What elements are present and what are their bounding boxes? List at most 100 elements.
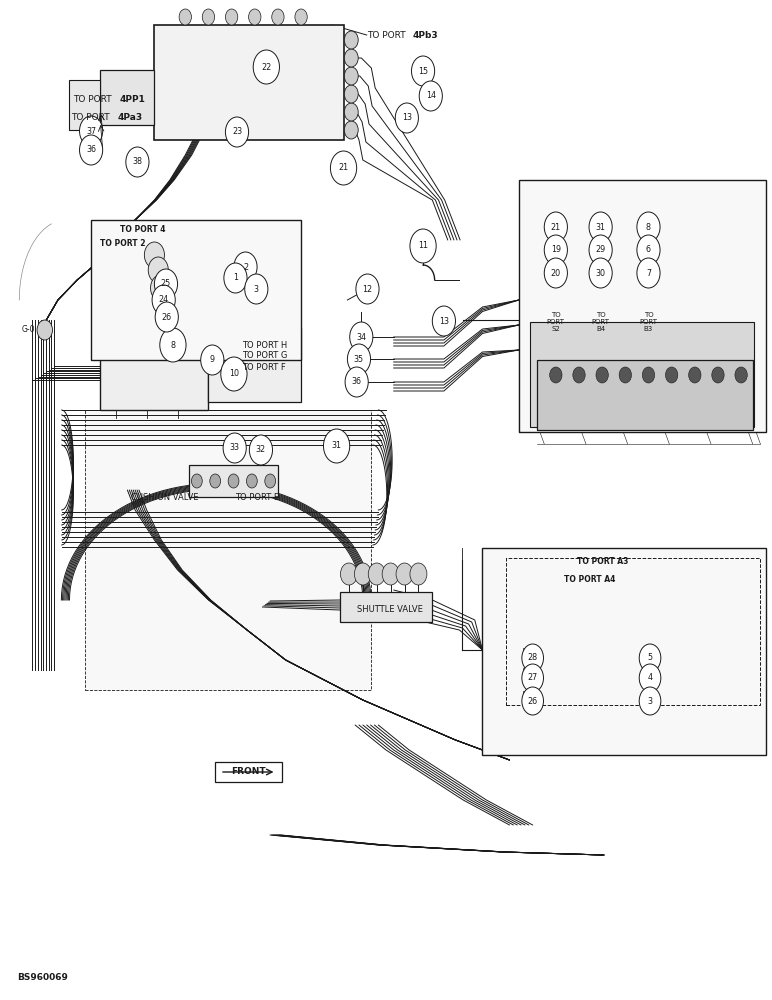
Text: 22: 22 <box>261 62 272 72</box>
Circle shape <box>350 347 369 371</box>
Circle shape <box>295 9 307 25</box>
Circle shape <box>253 50 279 84</box>
Text: TO
PORT
B3: TO PORT B3 <box>639 312 658 332</box>
Circle shape <box>642 367 655 383</box>
Polygon shape <box>594 215 607 233</box>
Circle shape <box>330 151 357 185</box>
Text: 31: 31 <box>332 442 341 450</box>
Polygon shape <box>154 25 344 140</box>
Circle shape <box>637 212 660 242</box>
Circle shape <box>272 9 284 25</box>
Text: TO PORT A4: TO PORT A4 <box>564 576 615 584</box>
Circle shape <box>225 9 238 25</box>
Polygon shape <box>519 180 766 432</box>
Circle shape <box>344 31 358 49</box>
Circle shape <box>352 325 371 349</box>
Polygon shape <box>643 691 654 706</box>
Circle shape <box>411 56 435 86</box>
Text: 36: 36 <box>86 145 96 154</box>
Text: 35: 35 <box>354 355 364 363</box>
Circle shape <box>323 429 350 463</box>
Circle shape <box>225 117 249 147</box>
Circle shape <box>550 367 562 383</box>
Circle shape <box>544 258 567 288</box>
Circle shape <box>368 563 385 585</box>
Circle shape <box>221 357 247 391</box>
Text: 13: 13 <box>402 113 411 122</box>
Polygon shape <box>550 261 562 279</box>
Circle shape <box>522 644 543 672</box>
Polygon shape <box>642 261 655 279</box>
Circle shape <box>126 147 149 177</box>
Circle shape <box>344 85 358 103</box>
Circle shape <box>234 252 257 282</box>
Text: BS960069: BS960069 <box>17 974 68 982</box>
Polygon shape <box>69 80 100 130</box>
Text: 37: 37 <box>86 126 96 135</box>
Circle shape <box>410 563 427 585</box>
Polygon shape <box>100 70 154 125</box>
Text: 26: 26 <box>527 696 538 706</box>
Circle shape <box>596 367 608 383</box>
Text: 15: 15 <box>418 66 428 76</box>
Circle shape <box>665 367 678 383</box>
Circle shape <box>152 285 175 315</box>
Text: 33: 33 <box>230 444 239 452</box>
Text: TO PORT: TO PORT <box>367 30 408 39</box>
Text: TO PORT H: TO PORT H <box>242 340 287 350</box>
Text: 4Pb3: 4Pb3 <box>413 30 438 39</box>
Text: TO PORT: TO PORT <box>71 113 113 122</box>
Polygon shape <box>91 220 301 360</box>
Circle shape <box>344 67 358 85</box>
Text: 21: 21 <box>550 223 561 232</box>
Circle shape <box>246 276 266 302</box>
Polygon shape <box>482 548 766 755</box>
Text: TO PORT 2: TO PORT 2 <box>100 238 146 247</box>
Circle shape <box>151 275 171 301</box>
Circle shape <box>419 81 442 111</box>
Circle shape <box>410 229 436 263</box>
Circle shape <box>589 212 612 242</box>
Circle shape <box>265 474 276 488</box>
Circle shape <box>354 563 371 585</box>
Circle shape <box>345 367 368 397</box>
Circle shape <box>229 474 239 488</box>
Circle shape <box>395 103 418 133</box>
Circle shape <box>225 265 245 291</box>
Circle shape <box>148 257 168 283</box>
Text: 38: 38 <box>133 157 142 166</box>
Polygon shape <box>643 648 654 663</box>
Text: 27: 27 <box>527 674 538 682</box>
Text: 11: 11 <box>418 241 428 250</box>
Circle shape <box>249 9 261 25</box>
Polygon shape <box>85 410 371 690</box>
Text: 4PP1: 4PP1 <box>120 95 146 104</box>
Text: TO
PORT
S2: TO PORT S2 <box>547 312 565 332</box>
Circle shape <box>382 563 399 585</box>
Circle shape <box>144 242 164 268</box>
Circle shape <box>340 563 357 585</box>
Text: G-0: G-0 <box>22 326 35 334</box>
Text: 31: 31 <box>596 223 605 232</box>
Circle shape <box>347 344 371 374</box>
Polygon shape <box>537 360 753 430</box>
Text: 3: 3 <box>648 696 652 706</box>
Polygon shape <box>523 691 534 706</box>
Polygon shape <box>215 762 282 782</box>
Circle shape <box>37 320 52 340</box>
Circle shape <box>179 9 191 25</box>
Circle shape <box>522 687 543 715</box>
Text: CUSHION VALVE: CUSHION VALVE <box>131 492 198 502</box>
Text: 30: 30 <box>596 268 605 277</box>
Circle shape <box>246 474 257 488</box>
Text: 10: 10 <box>229 369 239 378</box>
Circle shape <box>160 328 186 362</box>
Text: 12: 12 <box>362 284 373 294</box>
Text: TO PORT: TO PORT <box>73 95 115 104</box>
Text: 8: 8 <box>646 223 651 232</box>
Circle shape <box>639 687 661 715</box>
Circle shape <box>573 367 585 383</box>
Circle shape <box>544 235 567 265</box>
Text: 29: 29 <box>595 245 606 254</box>
Circle shape <box>154 269 178 299</box>
